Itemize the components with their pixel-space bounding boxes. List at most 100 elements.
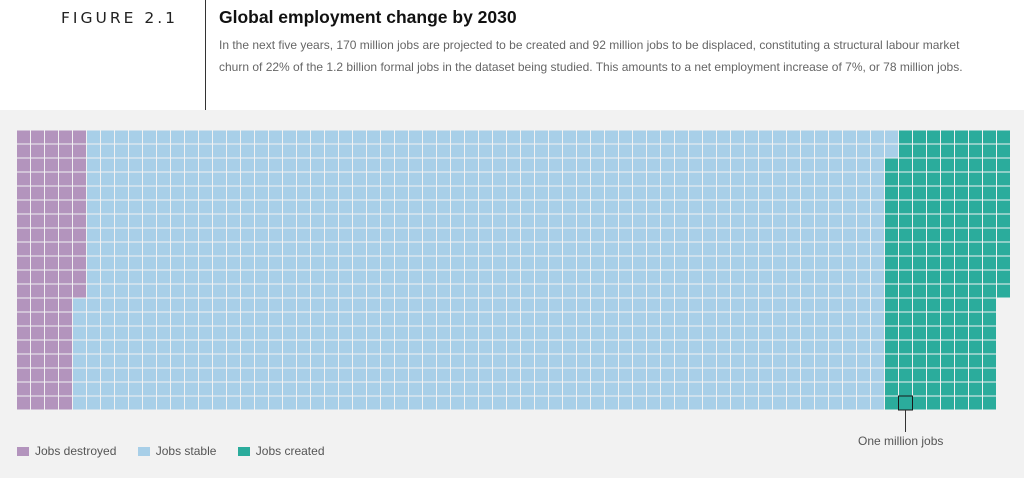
waffle-cell-stable [437,326,450,340]
waffle-cell-created [997,130,1010,144]
waffle-cell-stable [619,312,632,326]
waffle-cell-stable [731,312,744,326]
waffle-cell-stable [689,200,702,214]
waffle-cell-stable [241,284,254,298]
waffle-cell-stable [689,256,702,270]
waffle-cell-stable [339,144,352,158]
waffle-cell-stable [479,312,492,326]
waffle-cell-created [955,312,968,326]
waffle-cell-stable [535,130,548,144]
waffle-cell-stable [675,158,688,172]
waffle-cell-stable [269,200,282,214]
waffle-cell-stable [115,158,128,172]
waffle-cell-stable [101,130,114,144]
waffle-cell-stable [619,144,632,158]
waffle-cell-stable [815,144,828,158]
waffle-cell-destroyed [31,158,44,172]
waffle-cell-stable [171,228,184,242]
waffle-cell-stable [451,172,464,186]
waffle-cell-stable [199,158,212,172]
waffle-cell-stable [87,172,100,186]
waffle-cell-stable [549,186,562,200]
waffle-cell-stable [633,396,646,410]
waffle-cell-stable [521,298,534,312]
waffle-cell-stable [269,144,282,158]
waffle-cell-stable [787,340,800,354]
waffle-cell-stable [381,382,394,396]
waffle-cell-stable [703,242,716,256]
waffle-cell-stable [703,312,716,326]
waffle-cell-stable [171,242,184,256]
waffle-cell-stable [745,340,758,354]
waffle-cell-stable [213,284,226,298]
waffle-cell-stable [199,228,212,242]
waffle-cell-stable [353,340,366,354]
waffle-cell-created [913,284,926,298]
waffle-cell-stable [129,200,142,214]
waffle-cell-stable [353,130,366,144]
waffle-cell-stable [619,340,632,354]
waffle-cell-stable [773,228,786,242]
waffle-cell-created [899,130,912,144]
waffle-cell-stable [675,298,688,312]
waffle-cell-stable [269,158,282,172]
waffle-cell-stable [619,172,632,186]
waffle-cell-stable [801,144,814,158]
waffle-cell-stable [101,228,114,242]
waffle-cell-created [899,256,912,270]
waffle-cell-stable [717,172,730,186]
waffle-cell-stable [815,340,828,354]
waffle-cell-created [955,130,968,144]
waffle-cell-stable [465,186,478,200]
waffle-cell-stable [353,368,366,382]
waffle-cell-destroyed [73,270,86,284]
waffle-cell-stable [829,172,842,186]
waffle-cell-stable [689,284,702,298]
waffle-cell-destroyed [45,270,58,284]
waffle-cell-created [941,284,954,298]
waffle-cell-stable [479,256,492,270]
waffle-cell-created [983,158,996,172]
waffle-cell-stable [857,130,870,144]
waffle-cell-stable [297,312,310,326]
waffle-cell-stable [171,312,184,326]
waffle-cell-destroyed [59,382,72,396]
waffle-cell-stable [437,354,450,368]
waffle-cell-stable [689,158,702,172]
waffle-cell-stable [339,340,352,354]
waffle-cell-stable [171,368,184,382]
waffle-cell-created [927,186,940,200]
waffle-cell-stable [367,396,380,410]
waffle-cell-stable [283,270,296,284]
waffle-cell-created [885,200,898,214]
waffle-cell-stable [339,312,352,326]
waffle-cell-stable [325,396,338,410]
waffle-cell-stable [87,340,100,354]
waffle-cell-stable [437,130,450,144]
waffle-cell-stable [549,396,562,410]
waffle-cell-stable [703,186,716,200]
waffle-cell-created [941,186,954,200]
waffle-cell-stable [255,228,268,242]
waffle-cell-stable [857,368,870,382]
waffle-cell-stable [213,256,226,270]
waffle-cell-destroyed [73,200,86,214]
waffle-cell-stable [647,256,660,270]
waffle-cell-stable [213,200,226,214]
waffle-cell-stable [745,326,758,340]
waffle-cell-destroyed [31,382,44,396]
waffle-cell-stable [829,256,842,270]
waffle-cell-created [927,312,940,326]
waffle-cell-stable [255,368,268,382]
waffle-cell-stable [647,340,660,354]
waffle-cell-stable [451,368,464,382]
waffle-cell-stable [675,368,688,382]
waffle-cell-created [927,200,940,214]
waffle-cell-stable [325,214,338,228]
waffle-cell-stable [465,214,478,228]
waffle-cell-stable [199,172,212,186]
waffle-cell-stable [745,382,758,396]
waffle-cell-stable [283,326,296,340]
waffle-cell-stable [493,326,506,340]
waffle-cell-stable [297,256,310,270]
